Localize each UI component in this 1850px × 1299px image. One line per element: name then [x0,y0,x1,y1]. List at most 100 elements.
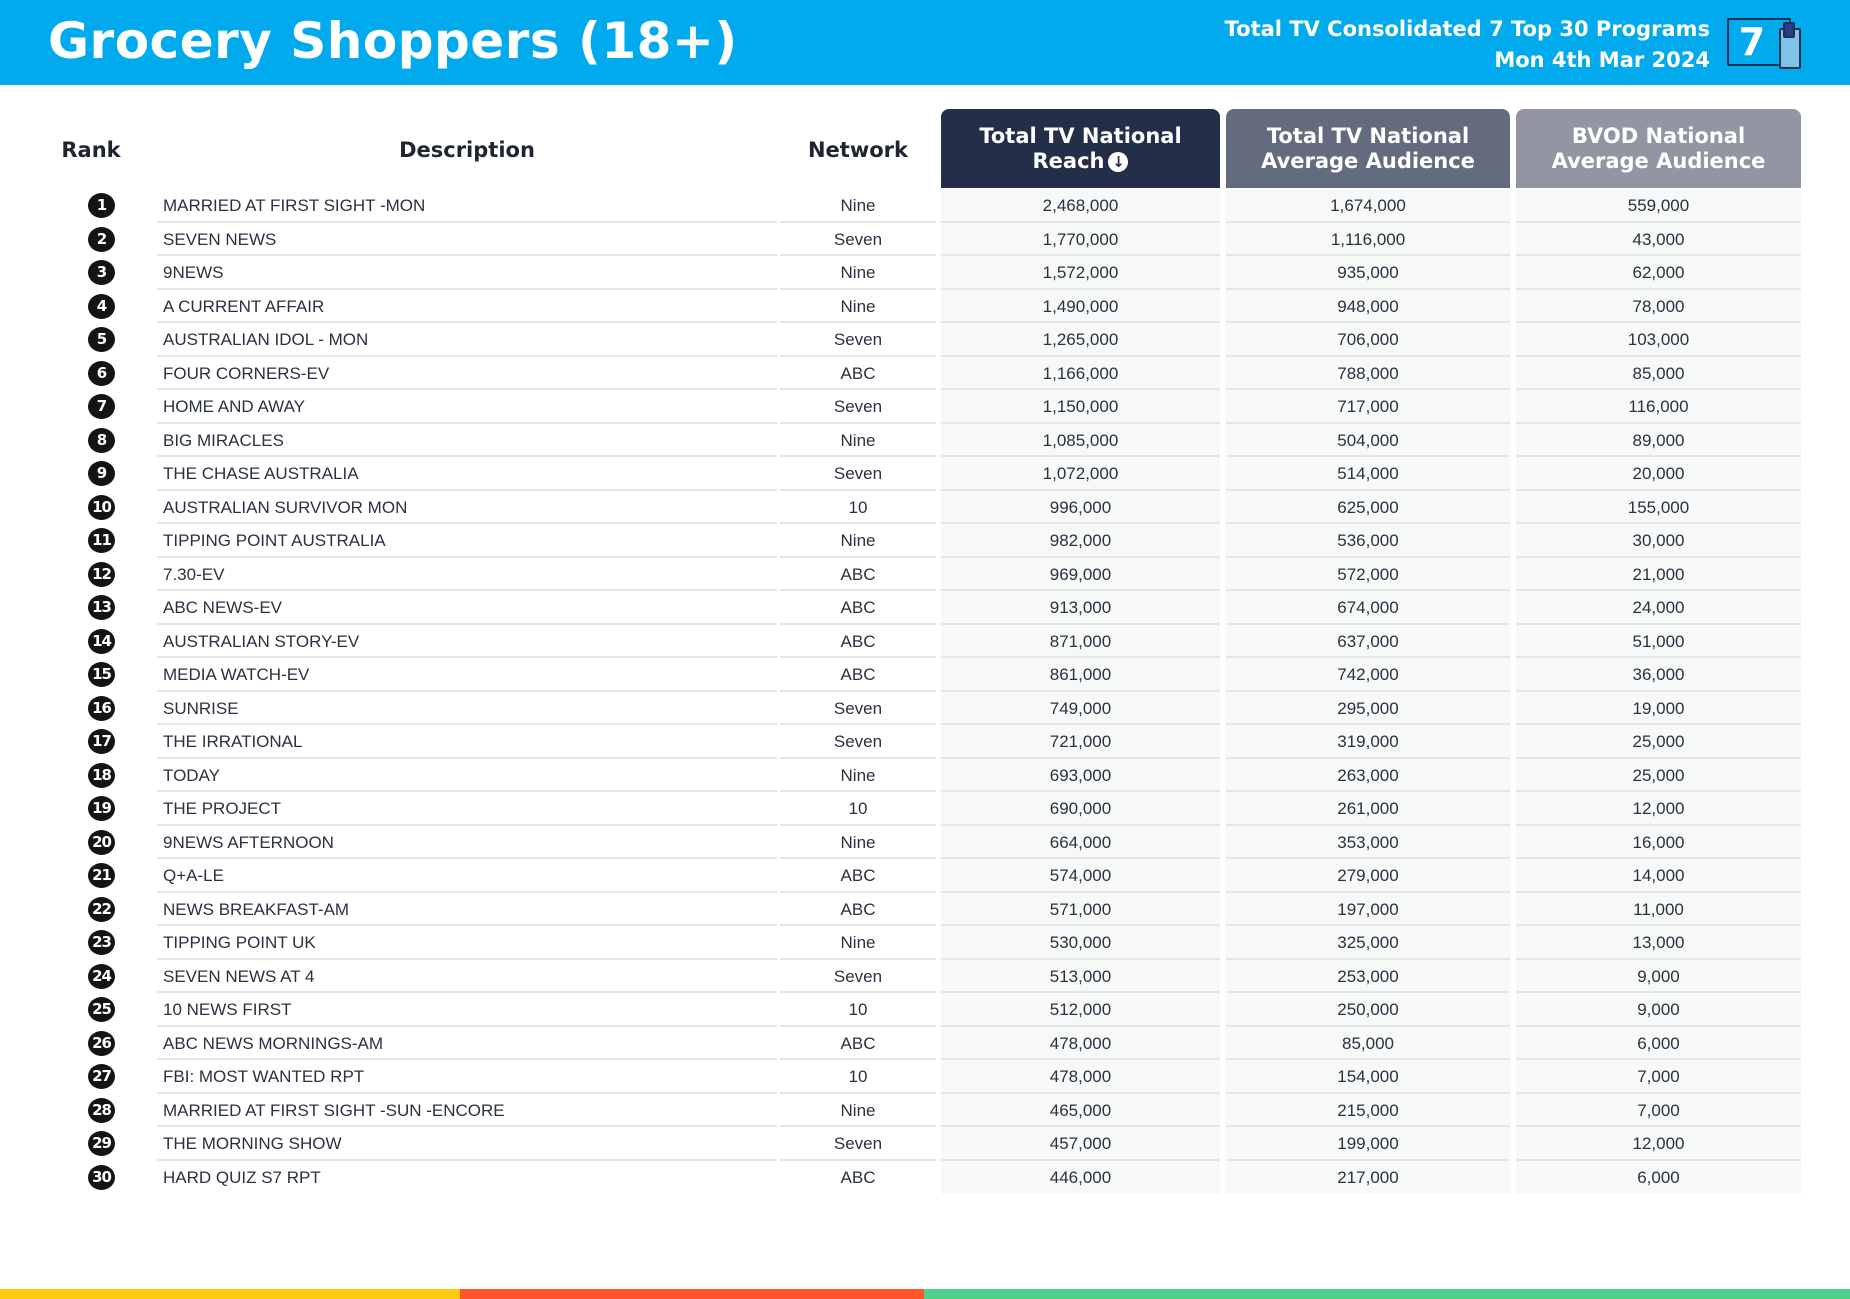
table-row[interactable]: 26 ABC NEWS MORNINGS-AM ABC 478,000 85,000 6,… [0,1026,1850,1060]
table-row[interactable]: 19 THE PROJECT 10 690,000 261,000 12,000 [0,792,1850,826]
bvod-national-average-audience: 25,000 [1516,758,1801,792]
program-description: THE IRRATIONAL [157,725,777,759]
rank-badge: 9 [88,461,115,486]
bvod-header-line1: BVOD National [1571,123,1746,148]
total-tv-national-average-audience: 215,000 [1226,1093,1510,1127]
program-description: MARRIED AT FIRST SIGHT -SUN -ENCORE [157,1094,777,1127]
table-row[interactable]: 10 AUSTRALIAN SURVIVOR MON 10 996,000 625,00… [0,490,1850,524]
column-header-average-audience[interactable]: Total TV National Average Audience [1226,109,1510,188]
avg-header-line1: Total TV National [1266,123,1470,148]
network: Seven [780,725,936,759]
table-row[interactable]: 27 FBI: MOST WANTED RPT 10 478,000 154,000 7,… [0,1060,1850,1094]
table-row[interactable]: 15 MEDIA WATCH-EV ABC 861,000 742,000 36,000 [0,658,1850,692]
bvod-national-average-audience: 21,000 [1516,557,1801,591]
total-tv-national-reach: 513,000 [941,959,1220,993]
bvod-national-average-audience: 11,000 [1516,892,1801,926]
program-description: BIG MIRACLES [157,424,777,457]
network: Seven [780,390,936,424]
table-row[interactable]: 28 MARRIED AT FIRST SIGHT -SUN -ENCORE Nin… [0,1093,1850,1127]
table-row[interactable]: 20 9NEWS AFTERNOON Nine 664,000 353,000 16,00… [0,825,1850,859]
network: Nine [780,826,936,859]
total-tv-national-reach: 693,000 [941,758,1220,792]
total-tv-national-reach: 749,000 [941,691,1220,725]
network: 10 [780,491,936,524]
program-description: AUSTRALIAN STORY-EV [157,625,777,658]
program-description: 9NEWS AFTERNOON [157,826,777,859]
total-tv-national-average-audience: 935,000 [1226,256,1510,290]
bvod-national-average-audience: 12,000 [1516,1127,1801,1161]
rank-badge: 22 [88,896,115,922]
total-tv-national-average-audience: 154,000 [1226,1060,1510,1094]
program-description: AUSTRALIAN IDOL - MON [157,323,777,357]
table-row[interactable]: 7 HOME AND AWAY Seven 1,150,000 717,000 116,0… [0,390,1850,424]
network: Seven [780,692,936,725]
program-description: ABC NEWS-EV [157,591,777,625]
table-row[interactable]: 8 BIG MIRACLES Nine 1,085,000 504,000 89,000 [0,423,1850,457]
rank-badge: 10 [88,494,115,520]
network: Nine [780,256,936,290]
total-tv-national-average-audience: 325,000 [1226,926,1510,960]
bvod-national-average-audience: 25,000 [1516,725,1801,759]
programs-table: 1 MARRIED AT FIRST SIGHT -MON Nine 2,468,00… [0,189,1850,1194]
total-tv-national-reach: 530,000 [941,926,1220,960]
table-row[interactable]: 24 SEVEN NEWS AT 4 Seven 513,000 253,000 9,00… [0,959,1850,993]
footer-color-segment [924,1289,1850,1299]
table-row[interactable]: 4 A CURRENT AFFAIR Nine 1,490,000 948,000 78,… [0,289,1850,323]
table-row[interactable]: 25 10 NEWS FIRST 10 512,000 250,000 9,000 [0,993,1850,1027]
table-row[interactable]: 5 AUSTRALIAN IDOL - MON Seven 1,265,000 706,… [0,323,1850,357]
total-tv-national-average-audience: 261,000 [1226,792,1510,826]
total-tv-national-reach: 664,000 [941,825,1220,859]
table-row[interactable]: 14 AUSTRALIAN STORY-EV ABC 871,000 637,000 51… [0,624,1850,658]
table-row[interactable]: 17 THE IRRATIONAL Seven 721,000 319,000 25,00… [0,725,1850,759]
table-row[interactable]: 16 SUNRISE Seven 749,000 295,000 19,000 [0,691,1850,725]
report-description: Total TV Consolidated 7 Top 30 Programs [1224,17,1710,41]
table-row[interactable]: 13 ABC NEWS-EV ABC 913,000 674,000 24,000 [0,591,1850,625]
column-header-bvod-average-audience[interactable]: BVOD National Average Audience [1516,109,1801,188]
total-tv-national-reach: 871,000 [941,624,1220,658]
total-tv-national-reach: 1,490,000 [941,289,1220,323]
network: Nine [780,189,936,223]
program-description: THE PROJECT [157,792,777,826]
network: ABC [780,893,936,926]
table-row[interactable]: 29 THE MORNING SHOW Seven 457,000 199,000 12,… [0,1127,1850,1161]
table-row[interactable]: 6 FOUR CORNERS-EV ABC 1,166,000 788,000 85,00… [0,356,1850,390]
total-tv-national-reach: 1,150,000 [941,390,1220,424]
sort-descending-icon[interactable]: ↓ [1108,151,1129,172]
table-row[interactable]: 22 NEWS BREAKFAST-AM ABC 571,000 197,000 11,0… [0,892,1850,926]
table-row[interactable]: 18 TODAY Nine 693,000 263,000 25,000 [0,758,1850,792]
total-tv-national-reach: 861,000 [941,658,1220,692]
program-description: THE MORNING SHOW [157,1127,777,1161]
header-bar: Grocery Shoppers (18+) Total TV Consolid… [0,0,1850,85]
tv-and-phone-icon: 7 [1727,18,1801,69]
rank-badge: 26 [88,1030,115,1056]
table-row[interactable]: 2 SEVEN NEWS Seven 1,770,000 1,116,000 43,000 [0,222,1850,256]
table-row[interactable]: 3 9NEWS Nine 1,572,000 935,000 62,000 [0,256,1850,290]
network: Seven [780,457,936,491]
rank-badge: 6 [88,360,115,386]
table-row[interactable]: 1 MARRIED AT FIRST SIGHT -MON Nine 2,468,00… [0,189,1850,223]
table-row[interactable]: 23 TIPPING POINT UK Nine 530,000 325,000 13,0… [0,926,1850,960]
footer-color-segment [460,1289,924,1299]
column-header-rank: Rank [61,137,121,162]
total-tv-national-average-audience: 250,000 [1226,993,1510,1027]
total-tv-national-average-audience: 706,000 [1226,323,1510,357]
table-row[interactable]: 9 THE CHASE AUSTRALIA Seven 1,072,000 514,00… [0,457,1850,491]
total-tv-national-reach: 512,000 [941,993,1220,1027]
rank-badge: 2 [88,226,115,252]
program-description: A CURRENT AFFAIR [157,290,777,323]
rank-badge: 19 [88,796,115,821]
program-description: 10 NEWS FIRST [157,993,777,1027]
rank-badge: 11 [88,528,115,553]
report-subtitle: Total TV Consolidated 7 Top 30 Programs … [1225,14,1710,76]
footer-color-segment [0,1289,460,1299]
table-row[interactable]: 30 HARD QUIZ S7 RPT ABC 446,000 217,000 6,000 [0,1160,1850,1194]
bvod-national-average-audience: 7,000 [1516,1093,1801,1127]
rank-badge: 20 [88,829,115,855]
network: ABC [780,357,936,390]
rank-badge: 15 [88,662,115,687]
total-tv-national-average-audience: 319,000 [1226,725,1510,759]
table-row[interactable]: 12 7.30-EV ABC 969,000 572,000 21,000 [0,557,1850,591]
table-row[interactable]: 21 Q+A-LE ABC 574,000 279,000 14,000 [0,859,1850,893]
table-row[interactable]: 11 TIPPING POINT AUSTRALIA Nine 982,000 536,… [0,524,1850,558]
column-header-reach[interactable]: Total TV National Reach ↓ [941,109,1220,188]
